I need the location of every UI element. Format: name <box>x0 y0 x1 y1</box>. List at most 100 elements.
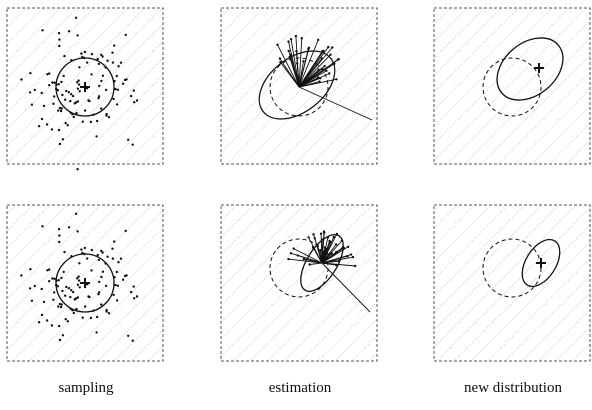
estimation-vector <box>321 244 337 264</box>
sample-point <box>132 285 135 288</box>
estimation-vector <box>298 81 320 88</box>
sample-point <box>83 50 87 54</box>
sample-point <box>116 284 120 287</box>
sample-point <box>114 87 117 91</box>
sample-point <box>76 283 80 286</box>
sample-point <box>133 101 136 104</box>
sample-point <box>57 324 61 328</box>
sample-point <box>53 95 56 98</box>
sample-point <box>41 29 44 32</box>
sample-point <box>88 295 91 299</box>
sample-point <box>53 81 56 85</box>
center-cross-marker <box>80 82 90 92</box>
sample-point <box>302 257 306 261</box>
sample-point <box>78 66 81 69</box>
sample-point <box>40 91 43 95</box>
sample-point <box>42 104 46 108</box>
sample-point <box>289 38 293 41</box>
sample-point <box>90 52 94 56</box>
panel-frame <box>220 204 378 362</box>
sample-point <box>342 246 345 249</box>
sample-point <box>20 78 23 81</box>
sample-point <box>65 285 68 289</box>
estimation-vector <box>321 262 371 313</box>
sample-point <box>95 135 98 138</box>
sample-point <box>97 62 101 66</box>
sample-point <box>66 320 70 323</box>
sample-point <box>101 74 105 77</box>
sample-point <box>107 312 111 315</box>
sample-point <box>51 277 54 280</box>
sample-point <box>115 270 119 274</box>
sample-point <box>107 116 111 119</box>
sample-point <box>59 305 63 309</box>
sample-point <box>86 257 89 260</box>
sample-point <box>307 48 310 51</box>
sample-point <box>111 247 114 250</box>
sample-point <box>29 268 32 271</box>
sample-point <box>105 310 108 313</box>
sample-point <box>74 212 78 215</box>
sample-point <box>114 283 117 287</box>
estimation-vector <box>321 251 337 264</box>
sample-point <box>276 43 279 46</box>
panel-frame <box>6 204 164 362</box>
sample-point <box>129 290 133 294</box>
sample-point <box>104 88 108 92</box>
sample-point <box>48 72 51 75</box>
sample-point <box>63 294 67 297</box>
sample-point <box>76 296 80 299</box>
panel-frame <box>6 7 164 165</box>
sample-point <box>75 111 78 115</box>
sample-point <box>88 99 91 103</box>
sample-point <box>69 295 72 299</box>
sample-point <box>76 100 80 103</box>
sample-point <box>37 125 41 128</box>
sample-point <box>106 255 109 258</box>
estimation-vector <box>298 61 304 88</box>
sample-point <box>115 74 119 78</box>
sample-point <box>354 264 357 268</box>
new-distribution-ellipse <box>496 37 564 101</box>
sample-point <box>78 262 81 265</box>
sample-point <box>308 263 311 266</box>
sample-point <box>287 257 290 261</box>
sample-point <box>45 123 49 126</box>
sample-point <box>67 30 71 33</box>
estimation-vector <box>298 69 319 88</box>
sample-point <box>76 277 79 280</box>
estimation-vector <box>295 36 300 88</box>
sample-point <box>351 255 355 259</box>
sample-point <box>72 115 76 119</box>
estimation-vector <box>298 50 324 88</box>
sample-point <box>97 293 100 296</box>
sample-point <box>77 275 80 278</box>
estimation-vector <box>298 38 303 88</box>
panel-estimation-bottom <box>269 230 371 313</box>
sample-point <box>73 102 76 105</box>
estimated-ellipse <box>258 50 336 120</box>
sample-point <box>58 142 62 146</box>
sample-point <box>46 269 49 272</box>
initial-distribution-circle <box>55 253 115 313</box>
sample-point <box>83 305 87 308</box>
sample-point <box>48 268 51 271</box>
sample-point <box>51 81 54 84</box>
sample-point <box>105 114 108 117</box>
sample-point <box>40 117 44 121</box>
sample-point <box>323 65 326 68</box>
new-distribution-ellipse <box>521 238 561 288</box>
sample-point <box>112 97 115 101</box>
sample-point <box>64 318 67 321</box>
sample-point <box>95 315 99 319</box>
sample-point <box>335 250 338 254</box>
sample-point <box>57 128 61 132</box>
sample-point <box>119 257 123 260</box>
sample-point <box>100 53 103 56</box>
sample-point <box>66 124 70 127</box>
sample-point <box>279 61 282 64</box>
sample-point <box>63 250 66 254</box>
sample-point <box>52 102 55 106</box>
sample-point <box>59 109 63 113</box>
estimation-vectors-top <box>276 34 373 121</box>
